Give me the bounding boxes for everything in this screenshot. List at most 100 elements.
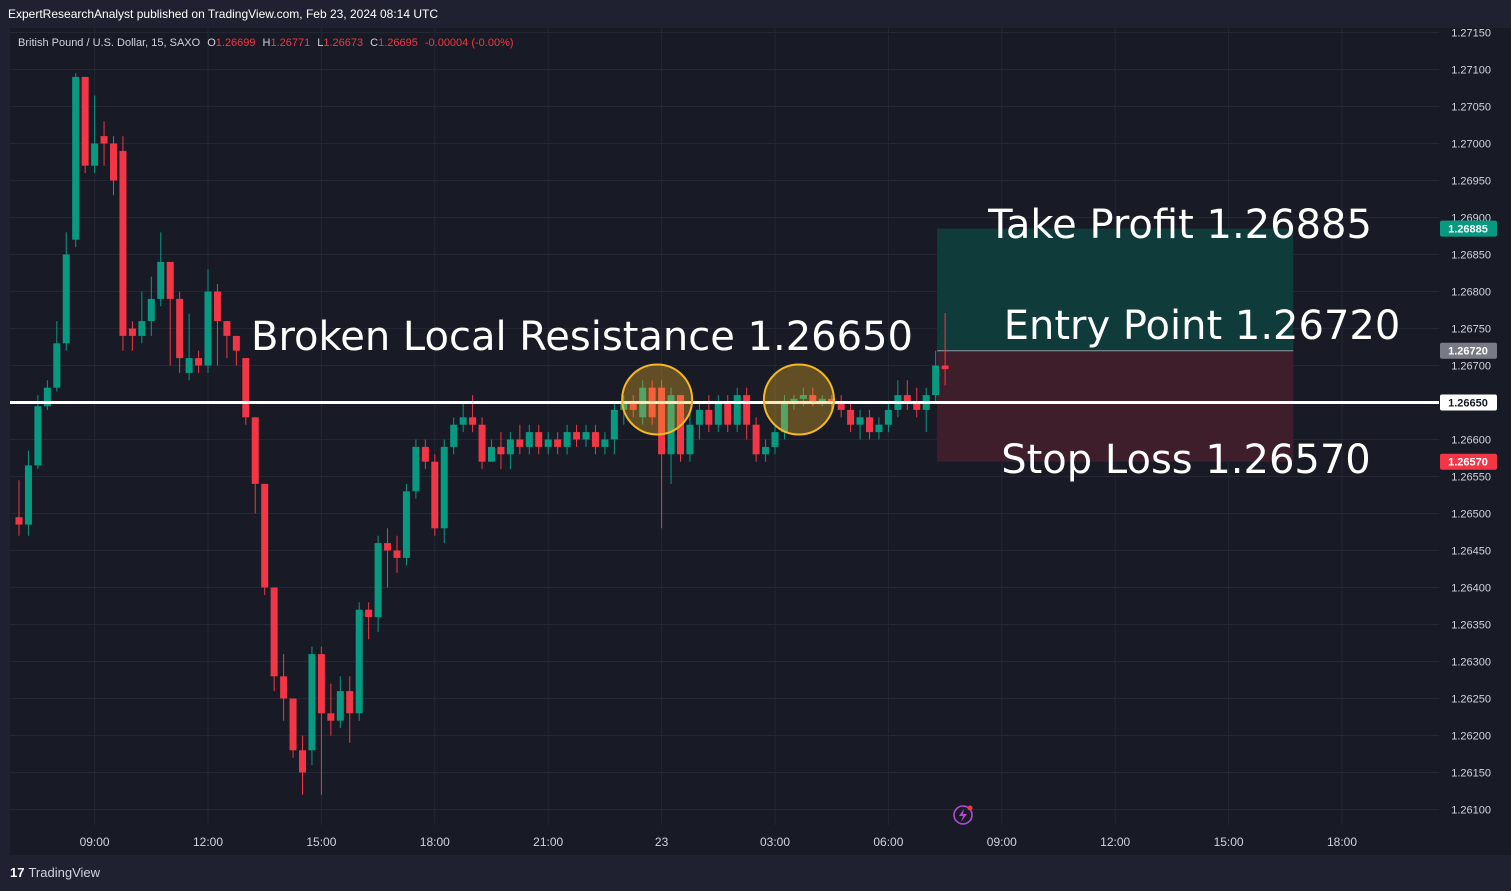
- candle: [185, 313, 193, 381]
- candle: [204, 269, 212, 373]
- candle-body: [384, 543, 392, 551]
- price-badge-loss: [1440, 453, 1497, 470]
- candle-body: [573, 432, 581, 440]
- candle-body: [554, 439, 562, 447]
- candle-body: [799, 395, 807, 399]
- price-tick-label: 1.26150: [1451, 768, 1491, 780]
- price-tick-label: 1.27000: [1451, 139, 1491, 151]
- candle-body: [242, 358, 250, 418]
- candle-body: [818, 398, 826, 403]
- candle: [232, 335, 240, 366]
- candle-body: [667, 395, 675, 455]
- top-bar: ExpertResearchAnalyst published on Tradi…: [0, 0, 1511, 28]
- candle: [24, 450, 32, 536]
- candle: [743, 387, 751, 440]
- candle: [591, 424, 599, 455]
- candle: [752, 417, 760, 462]
- time-tick-label: 12:00: [193, 835, 223, 849]
- candle: [932, 350, 940, 403]
- tradingview-logo-text: TradingView: [28, 865, 101, 880]
- candle-body: [62, 254, 70, 344]
- candle-body: [100, 136, 108, 144]
- candle-body: [280, 676, 288, 699]
- candle-body: [771, 432, 779, 447]
- price-badge-line: [1440, 394, 1497, 411]
- resistance-label: Broken Local Resistance 1.26650: [251, 314, 913, 360]
- price-tick-label: 1.26750: [1451, 324, 1491, 336]
- candle: [384, 528, 392, 588]
- time-tick-label: 09:00: [987, 835, 1017, 849]
- candle: [459, 402, 467, 433]
- candle-body: [176, 298, 184, 359]
- candle: [421, 439, 429, 470]
- candle: [686, 409, 694, 462]
- candle: [289, 698, 297, 758]
- tradingview-logo[interactable]: 17 TradingView: [10, 865, 100, 880]
- lightning-icon-ring: [953, 805, 973, 825]
- candle: [629, 395, 637, 418]
- candle: [100, 121, 108, 166]
- candle-body: [544, 439, 552, 447]
- bottom-bar: [0, 855, 1511, 891]
- candle-body: [941, 365, 949, 370]
- candle: [119, 136, 127, 351]
- candle-body: [752, 424, 760, 455]
- candle: [837, 395, 845, 418]
- price-badge-entry: [1440, 342, 1497, 359]
- time-tick-label: 21:00: [533, 835, 563, 849]
- candle: [488, 439, 495, 462]
- candle: [251, 417, 259, 514]
- candle: [582, 424, 590, 447]
- candle-body: [875, 424, 883, 433]
- candle-body: [157, 261, 165, 299]
- candle: [128, 321, 136, 351]
- candle-body: [421, 446, 429, 462]
- price-tick-label: 1.26700: [1451, 361, 1491, 373]
- candle-body: [431, 461, 439, 529]
- candle: [138, 291, 146, 344]
- candle-body: [24, 465, 32, 525]
- candle-body: [119, 150, 127, 336]
- price-tick-label: 1.27050: [1451, 102, 1491, 114]
- candle-body: [809, 395, 817, 403]
- candle: [875, 417, 883, 440]
- price-tick-label: 1.26800: [1451, 287, 1491, 299]
- lightning-icon-dot: [967, 805, 973, 811]
- candle-body: [34, 406, 42, 466]
- price-tick-label: 1.27100: [1451, 65, 1491, 77]
- candle: [941, 312, 949, 386]
- candle: [402, 483, 410, 566]
- price-axis[interactable]: [1439, 28, 1511, 855]
- candle: [43, 380, 51, 410]
- candle-body: [837, 402, 845, 410]
- candle-body: [308, 654, 316, 751]
- candle-body: [932, 365, 940, 396]
- candle-body: [289, 698, 297, 751]
- price-tick-label: 1.26350: [1451, 620, 1491, 632]
- candle: [280, 654, 288, 721]
- ohlc-high-label: H: [263, 37, 271, 49]
- candle-body: [393, 550, 401, 558]
- candle-body: [705, 409, 713, 425]
- lightning-icon-bolt: [959, 809, 967, 822]
- tradingview-logo-icon: 17: [10, 865, 25, 880]
- candle: [53, 321, 61, 392]
- take-profit-zone: [937, 228, 1294, 351]
- candle-body: [147, 298, 155, 322]
- lightning-icon: [953, 805, 973, 825]
- stop-loss-label: Stop Loss 1.26570: [1001, 437, 1371, 483]
- candle-body: [15, 517, 23, 525]
- candle-body: [478, 424, 486, 462]
- candle: [516, 424, 524, 455]
- candle: [393, 535, 401, 573]
- candle-body: [317, 654, 325, 714]
- candle-body: [128, 328, 136, 336]
- candle: [563, 424, 571, 455]
- retest-circle: [621, 363, 694, 436]
- candle: [299, 735, 306, 795]
- candle: [506, 432, 514, 470]
- candle-body: [232, 335, 240, 351]
- candle: [695, 402, 703, 440]
- candle-body: [610, 409, 618, 440]
